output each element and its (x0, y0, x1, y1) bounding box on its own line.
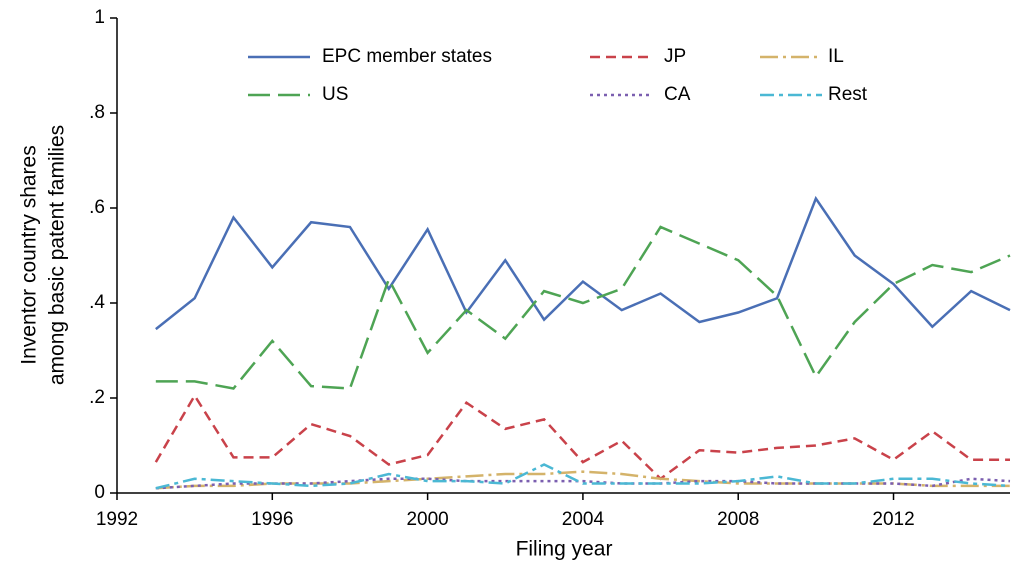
series-line (155, 470, 1010, 490)
y-tick-label: 1 (94, 7, 105, 28)
legend-label: EPC member states (322, 46, 492, 67)
series-line (155, 477, 1011, 490)
x-tick-label: 2008 (717, 509, 759, 530)
y-axis-title: Inventor country shares (18, 145, 41, 364)
legend-label: CA (664, 84, 691, 105)
x-tick-label: 2004 (562, 509, 605, 530)
y-tick-label: 0 (94, 482, 105, 503)
y-axis-title: among basic patent families (46, 125, 69, 385)
y-tick-label: .8 (89, 102, 105, 123)
legend-label: Rest (828, 84, 868, 105)
series-line (155, 195, 1011, 331)
legend-label: US (322, 84, 348, 105)
legend-label: IL (828, 46, 844, 67)
x-axis-title: Filing year (516, 538, 613, 561)
x-tick-label: 1996 (251, 509, 293, 530)
x-tick-label: 2012 (872, 509, 914, 530)
y-tick-label: .2 (89, 387, 105, 408)
series-line (154, 393, 1010, 481)
y-tick-label: .4 (89, 292, 105, 313)
y-tick-label: .6 (89, 197, 105, 218)
legend-label: JP (664, 46, 686, 67)
series-line (155, 225, 1011, 390)
x-tick-label: 1992 (96, 509, 138, 530)
series-line (155, 463, 1011, 490)
x-tick-label: 2000 (406, 509, 448, 530)
